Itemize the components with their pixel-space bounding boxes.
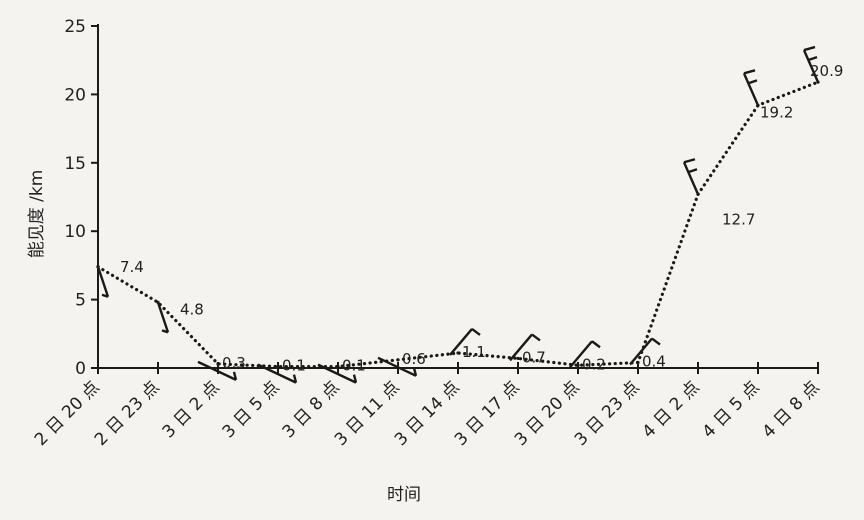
y-tick-label: 25 [64,17,86,37]
x-tick-label: 3 日 20 点 [511,377,584,450]
data-label: 0.6 [402,350,426,368]
data-label: 0.1 [282,357,306,375]
data-point [216,362,220,366]
wind-barb [802,45,820,83]
data-label: 0.4 [642,353,666,371]
x-tick-label: 3 日 2 点 [159,377,224,442]
data-label: 19.2 [760,103,793,121]
data-label: 7.4 [120,258,144,276]
series-line [96,80,820,369]
y-tick-label: 10 [64,222,86,242]
x-tick-label: 4 日 5 点 [699,377,764,442]
data-point [336,365,340,369]
x-tick-label: 3 日 5 点 [219,377,284,442]
x-tick-label: 4 日 8 点 [759,377,824,442]
y-axis-title: 能见度 /km [27,170,47,259]
data-label: 20.9 [810,62,843,80]
x-tick-label: 4 日 2 点 [639,377,704,442]
x-tick-label: 3 日 11 点 [331,377,404,450]
data-label: 0.1 [342,357,366,375]
data-point [156,300,160,304]
y-tick-label: 20 [64,85,86,105]
wind-barb [742,69,760,106]
data-label: 0.2 [582,355,606,373]
series-visibility [96,80,820,369]
data-point [456,351,460,355]
wind-barbs [96,45,820,384]
y-tick-label: 0 [75,359,86,379]
data-point [816,80,820,84]
wind-barb [257,363,298,384]
wind-barb [96,266,110,298]
wind-barb [449,327,481,356]
data-point [636,360,640,365]
y-tick-label: 5 [75,291,86,311]
wind-barb [156,301,170,334]
data-label: 12.7 [722,210,755,228]
data-labels: 7.4 4.8 0.3 0.1 0.1 0.6 1.1 0.7 0.2 0.4 12.7 19.2 20… [120,62,843,375]
x-tick-label: 2 日 23 点 [91,377,164,450]
data-point [696,192,700,196]
data-point [756,103,760,107]
data-label: 4.8 [180,300,204,318]
wind-barb [317,363,358,384]
x-tick-label: 2 日 20 点 [31,377,104,450]
wind-barb [569,340,601,369]
axes [97,24,818,369]
wind-barb [377,356,418,377]
data-point [576,363,580,367]
data-point [516,356,520,361]
data-point [96,265,100,269]
data-point [276,365,280,369]
x-tick-label: 3 日 14 点 [391,377,464,450]
x-axis-title: 时间 [387,485,421,505]
wind-barb [509,333,541,362]
y-axis-ticks: 0 5 10 15 20 25 [64,17,98,379]
data-label: 1.1 [462,343,486,361]
x-tick-label: 3 日 17 点 [451,377,524,450]
data-label: 0.3 [222,354,246,372]
wind-barb [629,337,661,366]
x-axis-ticks: 2 日 20 点2 日 23 点3 日 2 点3 日 5 点3 日 8 点3 日… [31,362,824,450]
y-tick-label: 15 [64,154,86,174]
wind-barb [197,360,238,381]
data-point [396,358,400,362]
x-tick-label: 3 日 23 点 [571,377,644,450]
data-label: 0.7 [522,348,546,366]
data-points [96,80,820,369]
wind-barb [682,158,700,195]
